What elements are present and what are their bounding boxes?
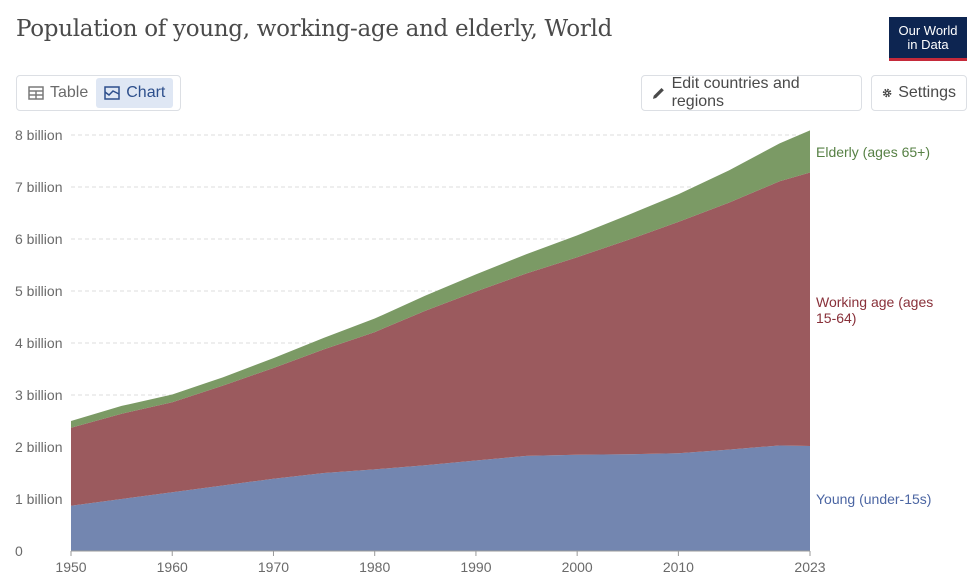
page-title: Population of young, working-age and eld… bbox=[16, 16, 613, 42]
logo-line-1: Our World bbox=[898, 23, 958, 38]
edit-countries-button[interactable]: Edit countries and regions bbox=[641, 75, 862, 111]
x-tick-label: 2000 bbox=[562, 559, 593, 575]
area-working-age bbox=[71, 172, 810, 506]
x-tick-label: 1960 bbox=[157, 559, 188, 575]
y-tick-label: 6 billion bbox=[15, 231, 62, 247]
x-tick-label: 1970 bbox=[258, 559, 289, 575]
settings-button[interactable]: Settings bbox=[871, 75, 967, 111]
tab-table[interactable]: Table bbox=[20, 78, 96, 108]
tab-table-label: Table bbox=[50, 84, 89, 101]
label-young: Young (under-15s) bbox=[816, 491, 931, 507]
tab-chart[interactable]: Chart bbox=[96, 78, 174, 108]
table-icon bbox=[28, 86, 44, 100]
tab-chart-label: Chart bbox=[126, 84, 166, 101]
y-tick-label: 3 billion bbox=[15, 387, 62, 403]
edit-countries-label: Edit countries and regions bbox=[671, 75, 800, 110]
x-tick-label: 1990 bbox=[460, 559, 491, 575]
y-tick-label: 0 bbox=[15, 543, 23, 559]
x-tick-label: 1980 bbox=[359, 559, 390, 575]
chart-icon bbox=[104, 86, 120, 100]
pencil-icon bbox=[652, 87, 664, 99]
y-tick-label: 5 billion bbox=[15, 283, 62, 299]
view-tabs: Table Chart bbox=[16, 75, 181, 111]
y-tick-label: 8 billion bbox=[15, 127, 62, 143]
label-working-age-line1: Working age (ages bbox=[816, 294, 933, 310]
gear-icon bbox=[882, 88, 892, 98]
x-tick-label: 1950 bbox=[55, 559, 86, 575]
x-tick-label: 2010 bbox=[663, 559, 694, 575]
area-young bbox=[71, 445, 810, 551]
logo-line-2: in Data bbox=[907, 37, 949, 52]
y-tick-label: 2 billion bbox=[15, 439, 62, 455]
y-tick-label: 1 billion bbox=[15, 491, 62, 507]
y-tick-label: 4 billion bbox=[15, 335, 62, 351]
label-working-age-line2: 15-64) bbox=[816, 310, 856, 326]
x-tick-label: 2023 bbox=[794, 559, 825, 575]
owid-logo[interactable]: Our World in Data bbox=[889, 17, 967, 61]
settings-label: Settings bbox=[898, 84, 956, 101]
label-elderly: Elderly (ages 65+) bbox=[816, 144, 930, 160]
y-tick-label: 7 billion bbox=[15, 179, 62, 195]
